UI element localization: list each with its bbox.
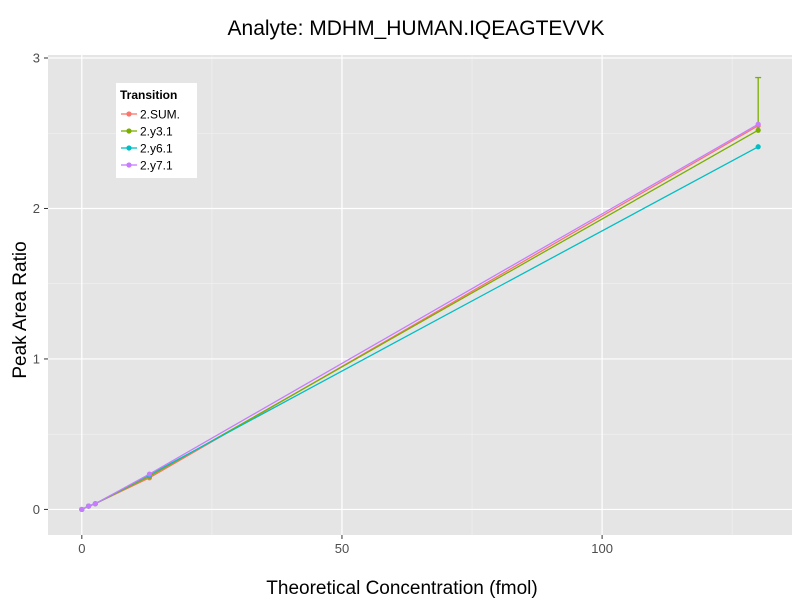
legend-label: 2.y7.1 (140, 159, 173, 173)
legend-key-point (126, 128, 132, 134)
chart-title: Analyte: MDHM_HUMAN.IQEAGTEVVK (228, 17, 605, 40)
data-point-2-y7-1 (146, 471, 153, 477)
y-axis-title: Peak Area Ratio (10, 241, 31, 378)
y-tick-label: 2 (33, 201, 40, 216)
x-tick-label: 0 (78, 541, 85, 556)
legend-item-2-y3-1: 2.y3.1 (121, 125, 173, 139)
legend-label: 2.y3.1 (140, 125, 173, 139)
series-2-y7-1 (79, 121, 761, 513)
x-tick-label: 100 (591, 541, 613, 556)
legend-title: Transition (120, 88, 177, 102)
legend-item-2-sum: 2.SUM. (121, 108, 180, 122)
y-tick-label: 3 (33, 51, 40, 66)
data-point-2-y6-1 (755, 144, 761, 150)
legend-key-point (126, 145, 132, 151)
legend-item-2-y7-1: 2.y7.1 (121, 159, 173, 173)
data-point-2-y7-1 (92, 501, 98, 507)
x-axis-title: Theoretical Concentration (fmol) (266, 578, 537, 599)
axis-ticks: 0 50 100 0 1 2 3 (33, 51, 613, 556)
y-tick-label: 1 (33, 351, 40, 366)
legend-item-2-y6-1: 2.y6.1 (121, 142, 173, 156)
legend-key-point (126, 111, 132, 117)
data-point-2-y7-1 (79, 506, 85, 513)
data-point-2-y7-1 (755, 121, 761, 127)
legend: Transition 2.SUM. 2.y3.1 2.y6.1 2.y7.1 (116, 83, 197, 178)
legend-label: 2.y6.1 (140, 142, 173, 156)
x-tick-label: 50 (335, 541, 349, 556)
series-layer (79, 76, 762, 513)
data-point-2-y3-1 (755, 127, 761, 133)
major-gridlines (48, 55, 792, 535)
legend-label: 2.SUM. (140, 108, 180, 122)
minor-gridlines (48, 55, 792, 535)
data-point-2-y7-1 (85, 503, 92, 509)
legend-key-point (126, 162, 132, 168)
y-tick-label: 0 (33, 502, 40, 517)
